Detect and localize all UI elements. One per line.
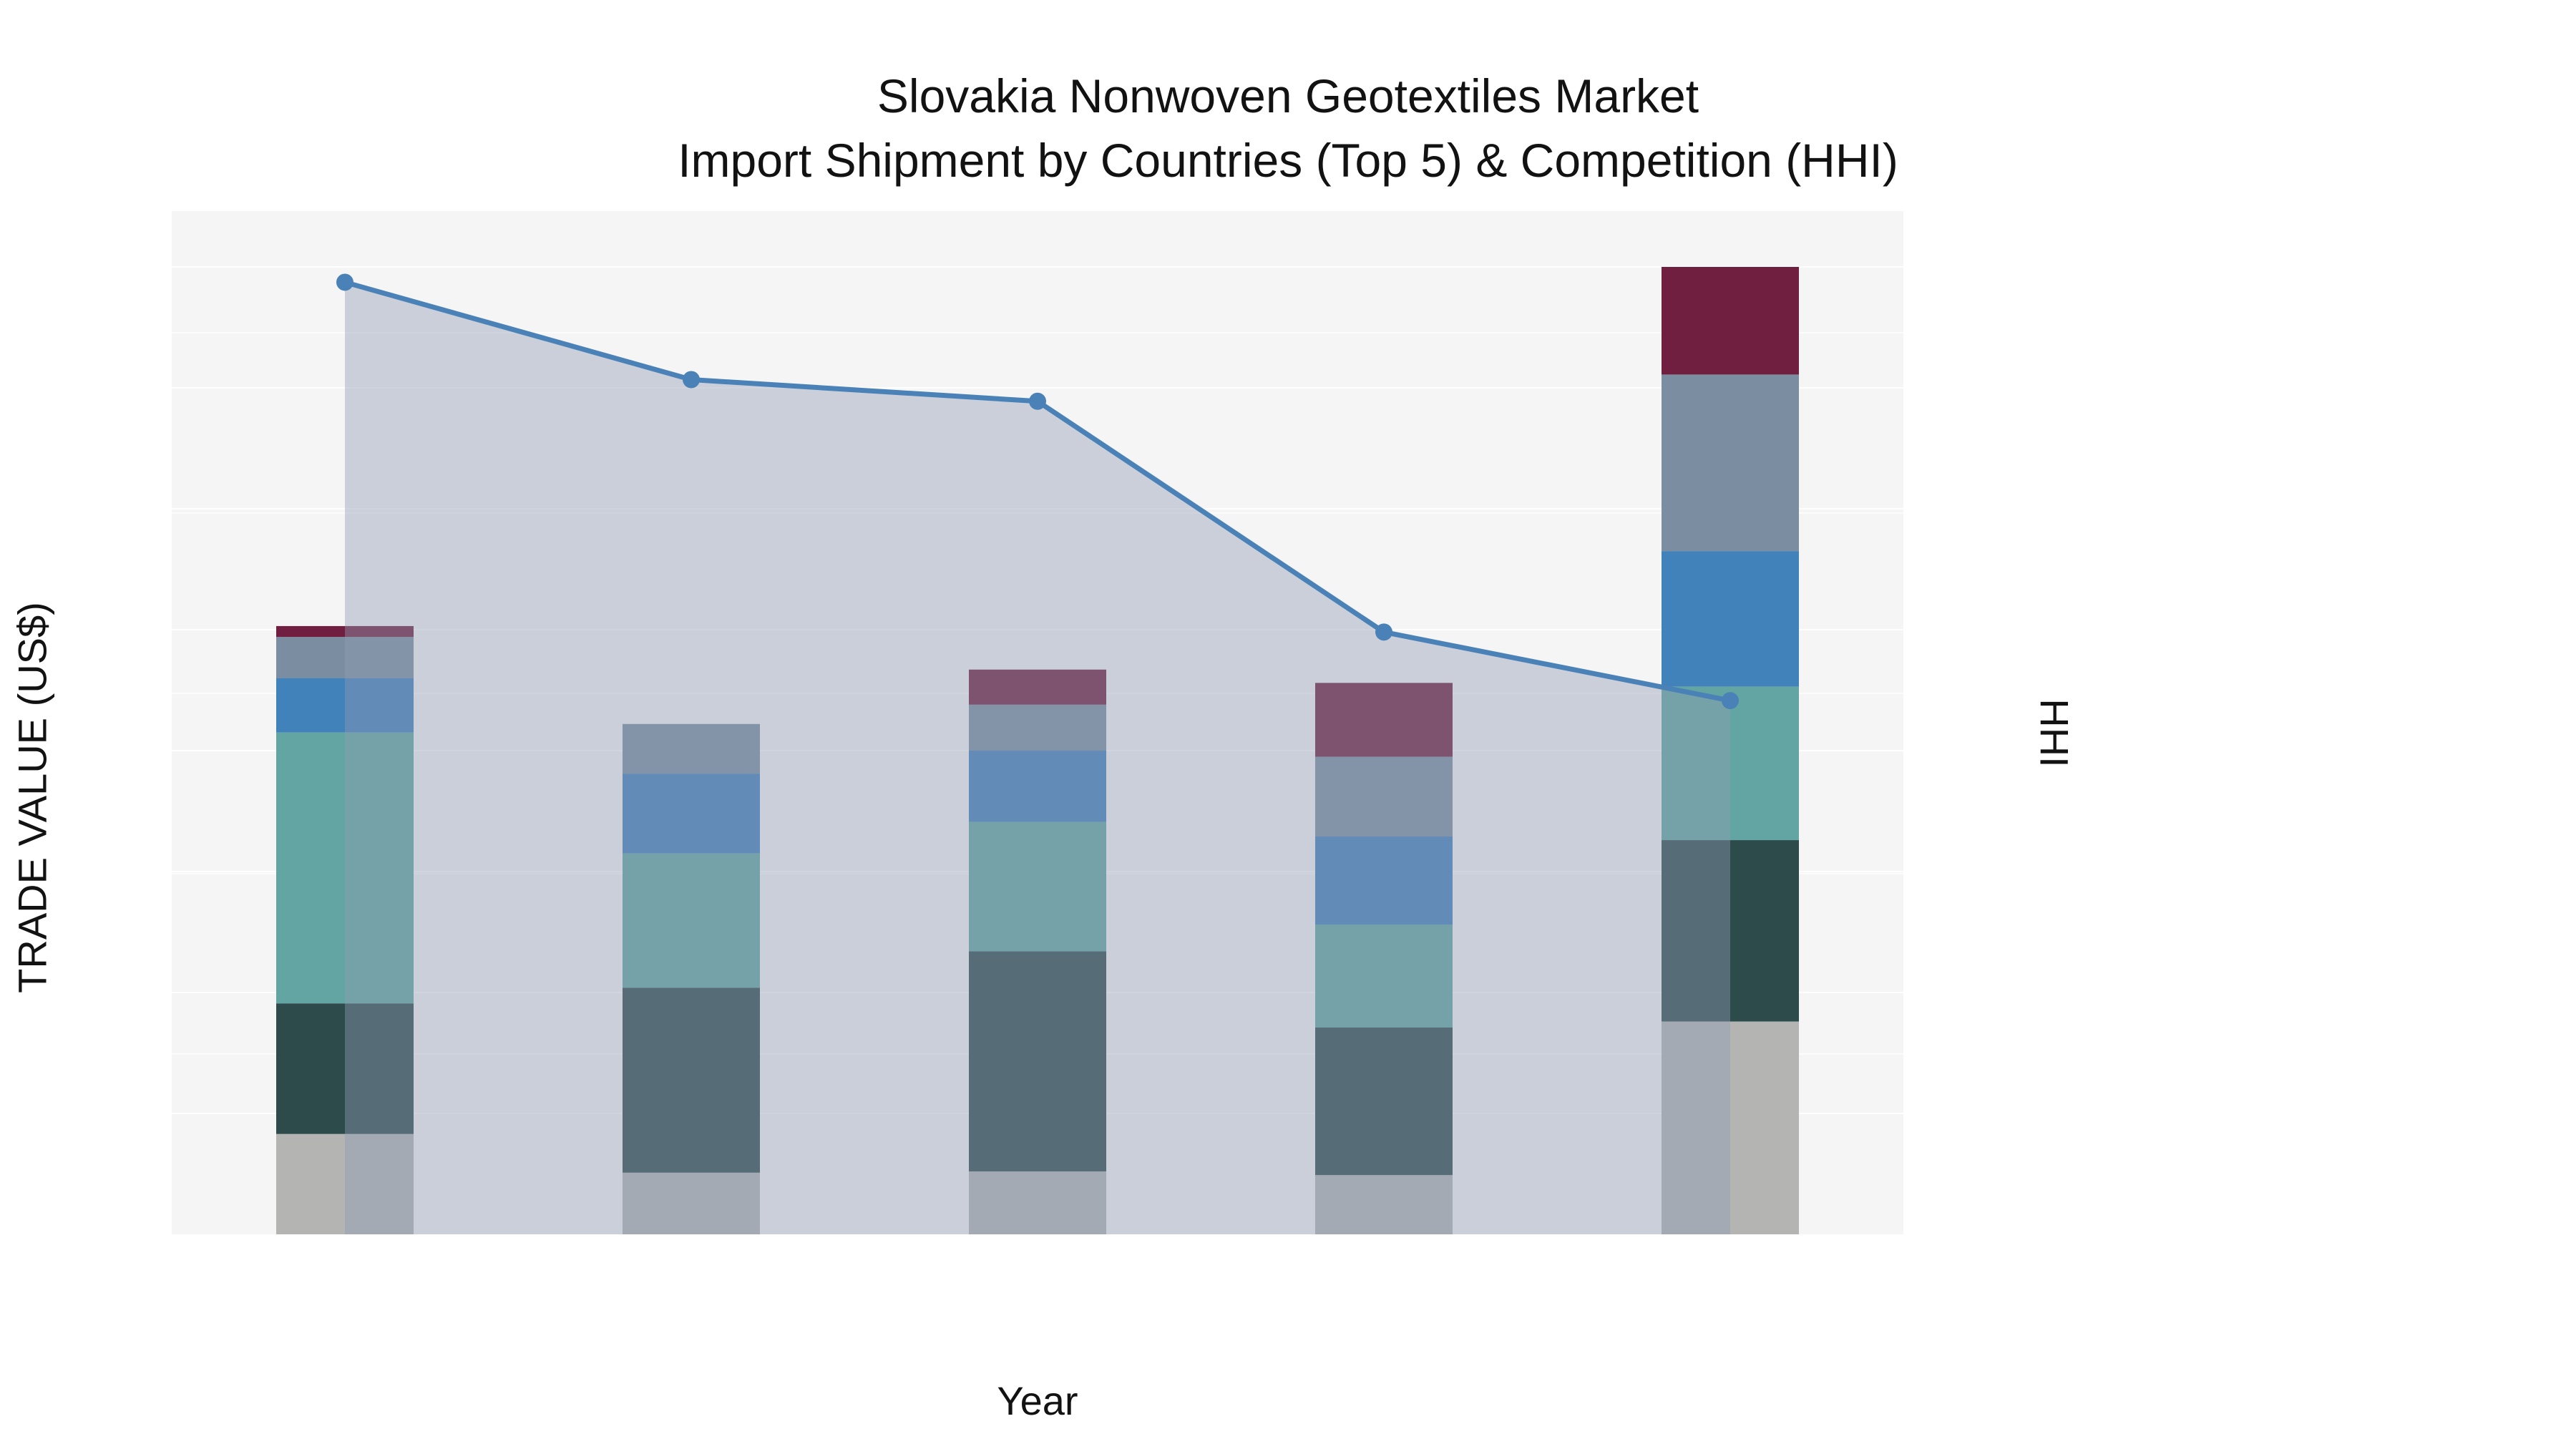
bar-segment-italy-2022[interactable] (969, 821, 1106, 952)
bar-segment-spain-2021[interactable] (623, 987, 760, 1173)
y-right-axis-title: HHI (2031, 698, 2077, 768)
y-left-axis-title: TRADE VALUE (US$) (9, 602, 55, 993)
bar-segment-other-europe-nes-2020[interactable] (276, 625, 414, 638)
bar-segment-germany-2022[interactable] (969, 704, 1106, 751)
hhi-marker-2021[interactable] (683, 371, 700, 389)
bar-segment-italy-2024[interactable] (1662, 686, 1799, 841)
bar-segment-germany-2024[interactable] (1662, 374, 1799, 552)
bar-segment-spain-2023[interactable] (1315, 1028, 1453, 1176)
chart-title-line2: Import Shipment by Countries (Top 5) & C… (678, 134, 1898, 187)
bar-segment-poland-2024[interactable] (1662, 551, 1799, 687)
hhi-marker-2020[interactable] (336, 273, 353, 291)
bar-segment-germany-2021[interactable] (623, 723, 760, 774)
bar-segment-other-europe-nes-2024[interactable] (1662, 267, 1799, 375)
hhi-marker-2024[interactable] (1722, 692, 1739, 710)
bar-segment-germany-2020[interactable] (276, 637, 414, 678)
bar-segment-other-europe-nes-2022[interactable] (969, 669, 1106, 705)
bar-segment-poland-2023[interactable] (1315, 836, 1453, 925)
bar-segment-poland-2022[interactable] (969, 751, 1106, 822)
bar-segment-others-2021[interactable] (623, 1172, 760, 1234)
bar-segment-others-2020[interactable] (276, 1133, 414, 1234)
bar-segment-spain-2024[interactable] (1662, 840, 1799, 1022)
bar-segment-italy-2021[interactable] (623, 853, 760, 988)
x-axis-title: Year (997, 1378, 1078, 1423)
bar-segment-others-2024[interactable] (1662, 1021, 1799, 1234)
hhi-marker-2023[interactable] (1375, 623, 1392, 641)
bar-segment-italy-2020[interactable] (276, 732, 414, 1004)
bar-segment-spain-2020[interactable] (276, 1003, 414, 1134)
bar-segment-italy-2023[interactable] (1315, 924, 1453, 1028)
bar-segment-others-2022[interactable] (969, 1171, 1106, 1234)
bar-segment-poland-2021[interactable] (623, 774, 760, 854)
bar-segment-other-europe-nes-2023[interactable] (1315, 683, 1453, 757)
bar-segment-germany-2023[interactable] (1315, 756, 1453, 836)
hhi-area-fill (345, 282, 1730, 1235)
bar-segment-others-2023[interactable] (1315, 1175, 1453, 1234)
bar-segment-poland-2020[interactable] (276, 678, 414, 733)
hhi-marker-2022[interactable] (1029, 392, 1046, 410)
bar-segment-spain-2022[interactable] (969, 951, 1106, 1172)
chart-title-line1: Slovakia Nonwoven Geotextiles Market (877, 69, 1699, 122)
